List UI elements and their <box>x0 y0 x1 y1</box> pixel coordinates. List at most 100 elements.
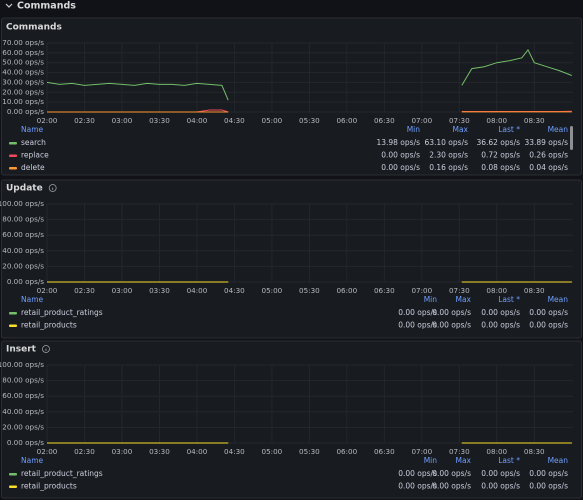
y-tick-label: 80.00 ops/s <box>2 215 44 224</box>
y-tick-label: 0.00 ops/s <box>7 107 44 116</box>
y-tick-label: 40.00 ops/s <box>2 246 44 255</box>
legend-value: 0.00 ops/s <box>432 482 471 491</box>
legend-column-header[interactable]: Last * <box>498 125 520 134</box>
legend-swatch <box>9 473 17 476</box>
legend-column-header[interactable]: Min <box>424 456 438 465</box>
y-tick-label: 50.00 ops/s <box>2 58 44 67</box>
series-line <box>46 48 572 101</box>
legend-value: 0.72 ops/s <box>481 151 520 160</box>
legend-value: 0.00 ops/s <box>481 308 520 317</box>
legend-value: 0.00 ops/s <box>398 321 437 330</box>
x-tick-label: 03:00 <box>112 116 133 125</box>
x-tick-label: 05:30 <box>299 447 320 456</box>
legend-column-header[interactable]: Name <box>21 295 44 304</box>
x-tick-label: 02:30 <box>74 286 95 295</box>
legend-value: 0.00 ops/s <box>432 308 471 317</box>
y-tick-label: 100.00 ops/s <box>0 360 44 369</box>
y-tick-label: 60.00 ops/s <box>2 48 44 57</box>
legend-value: 0.00 ops/s <box>481 482 520 491</box>
x-tick-label: 06:00 <box>336 116 357 125</box>
legend-swatch <box>9 324 17 327</box>
y-tick-label: 30.00 ops/s <box>2 77 44 86</box>
x-tick-label: 04:30 <box>224 286 245 295</box>
y-tick-label: 20.00 ops/s <box>2 87 44 96</box>
legend-column-header[interactable]: Last * <box>498 456 520 465</box>
x-tick-label: 03:30 <box>149 116 170 125</box>
panel <box>1 17 582 176</box>
legend-value: 2.30 ops/s <box>429 151 468 160</box>
x-tick-label: 03:00 <box>112 286 133 295</box>
legend-name[interactable]: retail_product_ratings <box>21 308 103 317</box>
x-tick-label: 06:00 <box>336 286 357 295</box>
legend-value: 0.16 ops/s <box>429 163 468 172</box>
legend-swatch <box>9 312 17 315</box>
legend-column-header[interactable]: Max <box>455 295 471 304</box>
x-tick-label: 04:00 <box>187 116 208 125</box>
legend-column-header[interactable]: Name <box>21 456 44 465</box>
legend-value: 0.26 ops/s <box>529 151 568 160</box>
x-tick-label: 04:30 <box>224 116 245 125</box>
legend-value: 0.04 ops/s <box>529 163 568 172</box>
y-tick-label: 100.00 ops/s <box>0 199 44 208</box>
legend-value: 0.08 ops/s <box>481 163 520 172</box>
x-tick-label: 05:30 <box>299 116 320 125</box>
legend-value: 0.00 ops/s <box>398 482 437 491</box>
x-tick-label: 08:30 <box>524 116 545 125</box>
x-tick-label: 04:00 <box>187 286 208 295</box>
y-tick-label: 40.00 ops/s <box>2 68 44 77</box>
x-tick-label: 03:30 <box>149 286 170 295</box>
legend-column-header[interactable]: Name <box>21 125 44 134</box>
legend-name[interactable]: replace <box>21 151 49 160</box>
legend-value: 0.00 ops/s <box>432 321 471 330</box>
legend-column-header[interactable]: Max <box>455 456 471 465</box>
info-icon[interactable] <box>42 345 50 353</box>
y-tick-label: 40.00 ops/s <box>2 407 44 416</box>
legend-value: 0.00 ops/s <box>432 469 471 478</box>
x-tick-label: 07:00 <box>411 286 432 295</box>
x-tick-label: 02:30 <box>74 447 95 456</box>
x-tick-label: 04:00 <box>187 447 208 456</box>
legend-column-header[interactable]: Min <box>424 295 438 304</box>
y-tick-label: 70.00 ops/s <box>2 38 44 47</box>
row-title[interactable]: Commands <box>17 1 76 12</box>
x-tick-label: 08:30 <box>524 447 545 456</box>
legend-column-header[interactable]: Mean <box>548 295 569 304</box>
x-tick-label: 05:00 <box>262 116 283 125</box>
x-tick-label: 02:00 <box>37 116 58 125</box>
x-tick-label: 06:30 <box>374 116 395 125</box>
legend-column-header[interactable]: Mean <box>548 456 569 465</box>
x-tick-label: 05:30 <box>299 286 320 295</box>
x-tick-label: 02:00 <box>37 286 58 295</box>
legend-value: 0.00 ops/s <box>529 469 568 478</box>
legend-column-header[interactable]: Max <box>452 125 468 134</box>
legend-value: 13.98 ops/s <box>376 138 420 147</box>
x-tick-label: 06:30 <box>374 286 395 295</box>
x-tick-label: 08:00 <box>486 116 507 125</box>
legend-column-header[interactable]: Mean <box>548 125 569 134</box>
info-icon[interactable] <box>48 184 57 192</box>
y-tick-label: 0.00 ops/s <box>7 277 44 286</box>
legend-value: 0.00 ops/s <box>398 469 437 478</box>
legend-name[interactable]: retail_products <box>21 482 77 491</box>
legend-name[interactable]: delete <box>21 163 45 172</box>
x-tick-label: 07:00 <box>411 447 432 456</box>
legend-name[interactable]: retail_products <box>21 321 77 330</box>
legend-value: 0.00 ops/s <box>381 151 420 160</box>
collapse-icon[interactable] <box>5 3 13 8</box>
x-tick-label: 07:00 <box>411 116 432 125</box>
x-tick-label: 08:30 <box>524 286 545 295</box>
y-tick-label: 60.00 ops/s <box>2 391 44 400</box>
scrollbar[interactable] <box>570 126 573 150</box>
x-tick-label: 08:00 <box>486 447 507 456</box>
legend-column-header[interactable]: Last * <box>498 295 520 304</box>
legend-value: 0.00 ops/s <box>529 321 568 330</box>
x-tick-label: 03:30 <box>149 447 170 456</box>
x-tick-label: 07:30 <box>449 116 470 125</box>
x-tick-label: 08:00 <box>486 286 507 295</box>
legend-column-header[interactable]: Min <box>407 125 421 134</box>
legend-name[interactable]: search <box>21 138 46 147</box>
x-tick-label: 03:00 <box>112 447 133 456</box>
legend-name[interactable]: retail_product_ratings <box>21 469 103 478</box>
legend-value: 0.00 ops/s <box>481 321 520 330</box>
y-tick-label: 10.00 ops/s <box>2 97 44 106</box>
